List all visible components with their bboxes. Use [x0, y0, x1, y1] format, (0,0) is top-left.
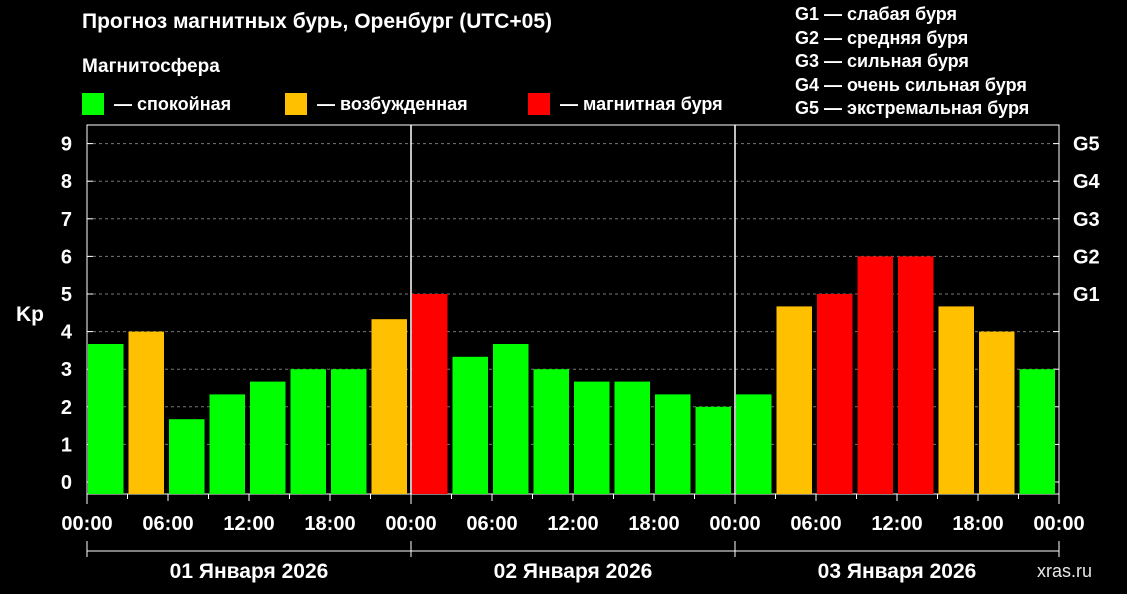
y-tick-label: 8 — [61, 171, 72, 193]
x-tick-label: 00:00 — [385, 513, 436, 535]
kp-bar — [938, 306, 974, 494]
y-tick-label: 0 — [61, 472, 72, 494]
g-axis-label: G1 — [1073, 284, 1100, 306]
kp-bar — [128, 331, 164, 494]
kp-bar — [371, 319, 407, 494]
legend-swatch-storm — [528, 93, 550, 115]
x-tick-label: 12:00 — [871, 513, 922, 535]
y-tick-label: 6 — [61, 246, 72, 268]
x-tick-label: 00:00 — [709, 513, 760, 535]
x-tick-label: 06:00 — [790, 513, 841, 535]
g-scale-legend-g1: G1 — слабая буря — [795, 4, 958, 24]
legend-item-storm: — магнитная буря — [528, 92, 723, 116]
y-tick-label: 7 — [61, 209, 72, 231]
kp-bar — [493, 344, 529, 494]
kp-bar — [250, 381, 286, 494]
kp-bar — [655, 394, 691, 494]
kp-bar — [331, 369, 367, 494]
y-axis-label: Kp — [16, 303, 44, 326]
kp-bar — [412, 294, 448, 494]
x-tick-label: 18:00 — [952, 513, 1003, 535]
x-tick-label: 06:00 — [142, 513, 193, 535]
kp-bar — [695, 406, 731, 494]
chart-title: Прогноз магнитных бурь, Оренбург (UTC+05… — [82, 10, 552, 33]
kp-bar — [533, 369, 569, 494]
kp-bar — [736, 394, 772, 494]
g-scale-legend-g5: G5 — экстремальная буря — [795, 98, 1030, 118]
x-tick-label: 06:00 — [466, 513, 517, 535]
x-tick-label: 00:00 — [61, 513, 112, 535]
kp-bar — [209, 394, 245, 494]
kp-bar — [898, 256, 934, 494]
g-axis-label: G5 — [1073, 134, 1100, 156]
kp-bar — [776, 306, 812, 494]
g-axis-label: G3 — [1073, 209, 1100, 231]
g-scale-legend-g4: G4 — очень сильная буря — [795, 74, 1027, 95]
y-tick-label: 9 — [61, 134, 72, 156]
legend-heading: Магнитосфера — [82, 56, 220, 77]
x-tick-label: 12:00 — [547, 513, 598, 535]
legend-swatch-disturbed — [285, 93, 307, 115]
kp-bar — [614, 381, 650, 494]
g-axis-label: G4 — [1073, 171, 1101, 193]
y-tick-label: 1 — [61, 434, 72, 456]
legend-label-disturbed: — возбужденная — [317, 93, 468, 114]
y-tick-label: 4 — [61, 322, 73, 344]
kp-bar — [1019, 369, 1055, 494]
kp-bar — [979, 331, 1015, 494]
legend-swatch-quiet — [82, 93, 104, 115]
day-label: 03 Января 2026 — [818, 560, 977, 583]
legend-item-quiet: — спокойная — [82, 92, 231, 116]
site-watermark: xras.ru — [1037, 561, 1093, 581]
g-scale-legend-g3: G3 — сильная буря — [795, 51, 969, 71]
y-tick-label: 5 — [61, 284, 72, 306]
y-tick-label: 2 — [61, 397, 72, 419]
g-scale-legend-g2: G2 — средняя буря — [795, 27, 969, 48]
kp-bar — [452, 356, 488, 494]
g-axis-label: G2 — [1073, 246, 1100, 268]
day-label: 02 Января 2026 — [494, 560, 653, 583]
legend-item-disturbed: — возбужденная — [285, 92, 468, 116]
x-tick-label: 00:00 — [1033, 513, 1084, 535]
x-tick-label: 12:00 — [223, 513, 274, 535]
x-tick-label: 18:00 — [304, 513, 355, 535]
legend-label-quiet: — спокойная — [114, 93, 232, 114]
y-tick-label: 3 — [61, 359, 72, 381]
g-scale-legend: G1 — слабая буря G2 — средняя буря G3 — … — [795, 3, 1029, 121]
kp-bar — [169, 419, 205, 494]
kp-bar — [290, 369, 326, 494]
legend-label-storm: — магнитная буря — [560, 93, 723, 114]
x-tick-label: 18:00 — [628, 513, 679, 535]
kp-bar — [817, 294, 853, 494]
day-label: 01 Января 2026 — [170, 560, 329, 583]
kp-bar — [574, 381, 610, 494]
kp-bar — [857, 256, 893, 494]
kp-bar — [88, 344, 124, 494]
